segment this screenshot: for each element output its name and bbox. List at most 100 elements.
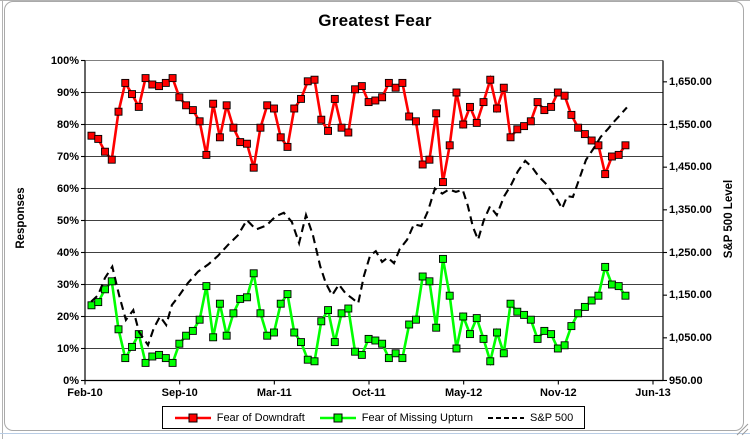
series-marker <box>621 291 630 300</box>
series-marker <box>209 99 218 108</box>
series-marker <box>540 326 549 335</box>
series-marker <box>134 102 143 111</box>
series-marker <box>533 98 542 107</box>
series-marker <box>357 350 366 359</box>
series-marker <box>513 125 522 134</box>
series-marker <box>324 126 332 135</box>
y-right-tick-label: 1,150.00 <box>669 289 712 302</box>
series-marker <box>236 138 245 147</box>
series-marker <box>87 301 96 310</box>
sheet-left-edge <box>2 0 3 439</box>
series-marker <box>303 77 312 86</box>
series-marker <box>587 136 596 145</box>
series-marker <box>310 75 319 84</box>
series-marker <box>148 80 157 89</box>
series-marker <box>141 358 150 367</box>
series-marker <box>506 133 515 142</box>
series-marker <box>391 83 400 92</box>
legend-item-s-p-500[interactable]: S&P 500 <box>487 412 573 424</box>
series-marker <box>594 141 603 150</box>
series-marker <box>337 123 346 132</box>
series-marker <box>168 358 177 367</box>
series-marker <box>398 354 407 363</box>
series-marker <box>560 341 569 350</box>
series-marker <box>466 102 474 111</box>
series-marker <box>601 262 610 271</box>
series-marker <box>621 141 630 150</box>
y-left-tick-label: 10% <box>56 342 79 355</box>
series-marker <box>547 102 556 111</box>
series-marker <box>351 347 360 356</box>
series-marker <box>526 117 535 126</box>
series-marker <box>567 322 576 331</box>
chart-legend[interactable]: Fear of Downdraft Fear of Missing Upturn S… <box>162 406 585 429</box>
y-right-tick-label: 1,350.00 <box>669 203 712 216</box>
legend-label: Fear of Downdraft <box>216 411 305 424</box>
series-marker <box>574 123 583 132</box>
series-marker <box>107 155 116 164</box>
series-marker <box>398 78 407 87</box>
legend-item-fear-of-missing-upturn[interactable]: Fear of Missing Upturn <box>319 412 473 424</box>
series-marker <box>317 317 326 326</box>
series-marker <box>384 78 393 87</box>
series-marker <box>607 280 616 289</box>
series-marker <box>195 315 204 324</box>
legend-label: Fear of Missing Upturn <box>361 411 474 424</box>
series-marker <box>364 98 373 107</box>
series-marker <box>337 309 346 318</box>
series-marker <box>499 83 508 92</box>
series-marker <box>553 344 562 353</box>
series-marker <box>405 320 414 329</box>
y-right-tick-label: 1,250.00 <box>669 246 712 259</box>
series-marker <box>330 338 339 347</box>
y-left-tick-label: 20% <box>56 310 79 323</box>
series-marker <box>222 331 231 340</box>
series-marker <box>364 334 373 343</box>
series-marker <box>344 128 353 137</box>
series-marker <box>128 342 136 351</box>
y-left-tick-label: 50% <box>56 214 79 227</box>
left-axis-title: Responses <box>15 187 27 249</box>
series-marker <box>182 331 191 340</box>
y-left-tick-label: 80% <box>56 118 79 131</box>
series-marker <box>405 112 414 121</box>
series-marker <box>594 291 603 300</box>
x-tick-label: May-12 <box>445 387 483 399</box>
series-marker <box>290 328 299 337</box>
series-marker <box>330 94 339 103</box>
y-right-tick-label: 950.00 <box>669 374 703 387</box>
series-marker <box>263 101 272 110</box>
x-tick-label: Mar-11 <box>256 387 292 399</box>
x-tick-label: Nov-12 <box>539 387 577 399</box>
series-marker <box>540 106 549 115</box>
series-marker <box>283 290 292 299</box>
series-marker <box>155 82 164 91</box>
sheet-top-edge <box>0 0 750 1</box>
series-marker <box>101 147 109 156</box>
series-marker <box>466 330 474 339</box>
series-line-fear-of-missing-upturn <box>90 258 627 367</box>
series-marker <box>418 272 427 281</box>
series-marker <box>270 328 278 337</box>
resize-handle-icon[interactable] <box>734 421 750 437</box>
series-marker <box>445 291 454 300</box>
series-marker <box>432 109 441 118</box>
series-marker <box>506 299 515 308</box>
series-marker <box>601 170 610 179</box>
series-marker <box>526 315 535 324</box>
series-marker <box>580 130 589 139</box>
series-marker <box>121 354 130 363</box>
series-marker <box>553 88 562 97</box>
series-marker <box>411 117 420 126</box>
series-marker <box>344 304 353 313</box>
series-marker <box>256 123 265 132</box>
series-marker <box>486 75 495 84</box>
legend-item-fear-of-downdraft[interactable]: Fear of Downdraft <box>174 412 305 424</box>
x-tick-label: Feb-10 <box>67 387 103 399</box>
series-marker <box>479 334 488 343</box>
series-marker <box>459 312 468 321</box>
series-marker <box>371 336 380 345</box>
series-marker <box>472 118 481 127</box>
